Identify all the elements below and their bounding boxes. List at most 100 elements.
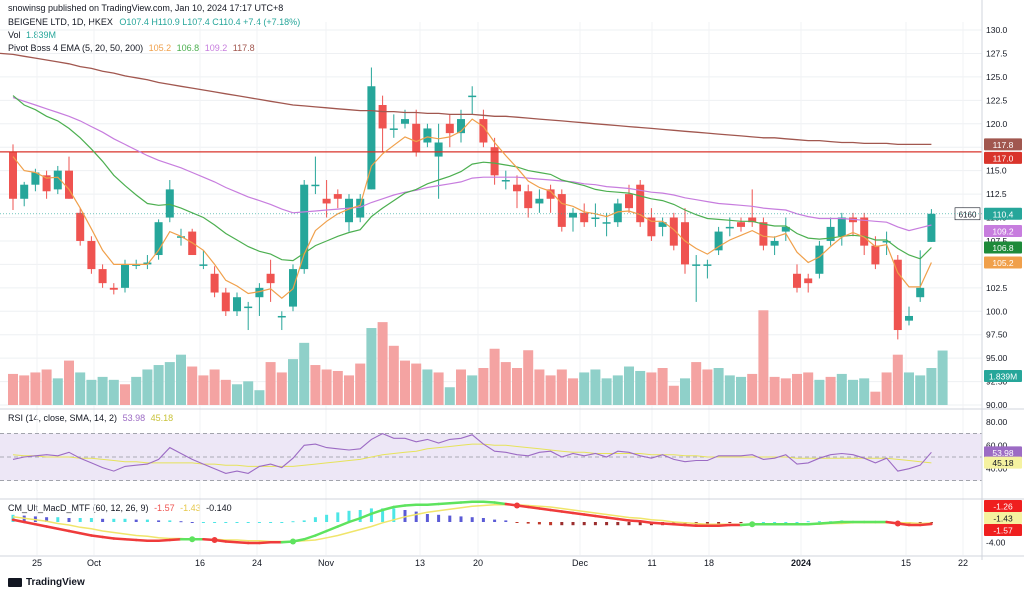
ohlc-values: O107.4 H110.9 L107.4 C110.4 +7.4 (+7.18%… <box>119 17 301 27</box>
candle-body <box>535 198 544 204</box>
volume-bar <box>769 376 780 405</box>
volume-bar <box>657 368 668 405</box>
candle-body <box>177 236 185 238</box>
x-tick-label: 2024 <box>791 558 811 568</box>
symbol-name[interactable]: BEIGENE LTD, 1D, HKEX <box>8 17 113 27</box>
tradingview-logo[interactable]: TradingView <box>8 577 85 588</box>
ema20-tag-bg <box>984 241 1022 254</box>
macd-histogram-bar <box>571 522 575 526</box>
volume-bar <box>904 372 914 405</box>
ema-label[interactable]: Pivot Boss 4 EMA (5, 20, 50, 200) <box>8 43 144 53</box>
ema50-tag-bg <box>984 225 1022 238</box>
macd-line-segment <box>134 538 149 542</box>
tradingview-mark-icon <box>8 577 22 587</box>
volume-bar <box>758 310 769 405</box>
candle-body <box>210 273 219 293</box>
macd-cross-dot <box>749 521 756 528</box>
macd-line-segment <box>358 512 373 520</box>
rsi-tick-label: 80.00 <box>986 417 1008 427</box>
volume-bar <box>321 369 332 405</box>
macd-histogram-bar <box>414 511 418 522</box>
volume-bar <box>310 365 321 405</box>
candle-body <box>613 203 622 223</box>
candle-body <box>770 240 779 246</box>
last-price-tag: 110.4 <box>993 209 1014 219</box>
candle-body <box>311 184 320 187</box>
volume-bar <box>164 362 175 405</box>
macd-histogram-bar <box>157 520 161 522</box>
macd-histogram-bar <box>224 522 228 523</box>
candle-body <box>703 264 712 266</box>
macd-line-segment <box>56 527 71 533</box>
volume-bar <box>433 372 444 405</box>
ema-lines <box>0 52 982 299</box>
volume-label[interactable]: Vol <box>8 30 21 40</box>
macd-histogram-bar <box>425 514 429 522</box>
volume-bar <box>243 381 254 405</box>
rsi-ma-tag-bg <box>984 456 1022 469</box>
ema200-tag-bg <box>984 138 1022 151</box>
volume-bar <box>220 379 231 405</box>
x-tick-label: Dec <box>572 558 589 568</box>
macd-label[interactable]: CM_Ult_MacD_MTF (60, 12, 26, 9) <box>8 503 149 513</box>
volume-bar <box>478 368 489 405</box>
macd-tag-1-bg <box>984 500 1022 512</box>
rsi-label[interactable]: RSI (14, close, SMA, 14, 2) <box>8 413 118 423</box>
volume-bar <box>803 372 814 405</box>
volume-bar <box>556 369 567 405</box>
macd-histogram-bar <box>56 517 60 522</box>
macd-line-segment <box>370 508 384 515</box>
candle-body <box>860 217 869 246</box>
volume-bar <box>892 354 903 405</box>
candle-body <box>333 194 342 199</box>
macd-signal-value: -1.43 <box>180 503 201 513</box>
candle-body <box>569 212 577 218</box>
macd-line-segment <box>426 502 440 506</box>
macd-line-segment <box>661 522 676 526</box>
macd-line-segment <box>448 501 463 505</box>
candle-body <box>513 184 521 192</box>
macd-line-segment <box>314 529 328 537</box>
y-tick-label: 95.00 <box>986 353 1008 363</box>
macd-line-segment <box>482 500 496 504</box>
candle-body <box>580 212 589 223</box>
candle-body <box>65 170 73 199</box>
volume-bar <box>142 369 153 405</box>
macd-line-segment <box>11 518 26 524</box>
macd-histogram-bar <box>347 510 351 522</box>
macd-histogram-bar <box>481 518 485 522</box>
macd-line-segment <box>627 519 642 523</box>
macd-line-segment <box>78 532 93 537</box>
macd-histogram-bar <box>717 522 721 524</box>
candle-body <box>625 194 633 209</box>
x-tick-label: 13 <box>415 558 425 568</box>
macd-histogram-bar <box>78 518 82 522</box>
volume-bar <box>19 375 30 405</box>
volume-bar <box>265 362 276 405</box>
volume-bar <box>388 345 399 405</box>
y-tick-label: 115.0 <box>986 166 1007 176</box>
macd-histogram-bar <box>549 522 553 526</box>
macd-line-segment <box>806 522 821 526</box>
rsi-line <box>12 432 932 474</box>
macd-line-segment <box>34 523 48 528</box>
macd-histogram-bar <box>605 522 609 526</box>
macd-line-segment <box>594 514 608 519</box>
macd-histogram-bar <box>313 517 317 522</box>
volume-bar <box>41 369 52 405</box>
chart-axes: 130.0127.5125.0122.5120.0117.5115.0112.5… <box>0 0 1024 568</box>
volume-bar <box>288 359 298 405</box>
candle-body <box>916 287 925 298</box>
ema50-line <box>12 96 932 232</box>
macd-line-segment <box>672 523 687 527</box>
candle-body <box>591 217 600 220</box>
volume-bar <box>75 372 86 405</box>
candle-body <box>501 180 510 182</box>
volume-bar <box>792 373 802 405</box>
volume-bar <box>64 360 74 405</box>
candle-body <box>905 315 913 321</box>
volume-bar <box>926 368 937 405</box>
volume-bar <box>232 384 242 405</box>
macd-histogram-bar <box>403 510 407 522</box>
